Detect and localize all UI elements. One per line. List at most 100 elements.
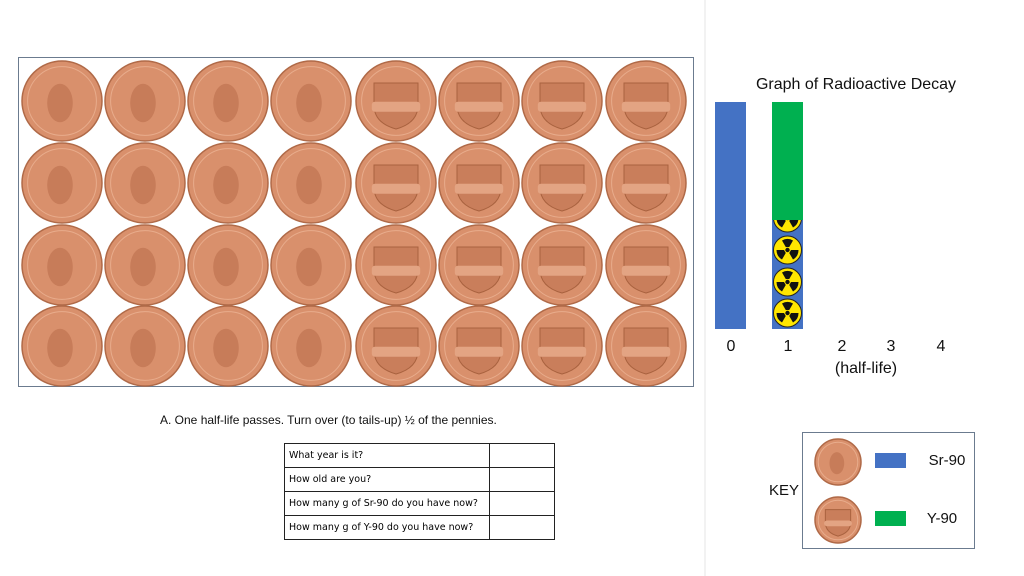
question: How many g of Sr-90 do you have now? [284,491,490,516]
question: How many g of Y-90 do you have now? [284,515,490,540]
lincoln-profile [130,83,156,123]
lincoln-profile [296,83,322,123]
penny-rim [276,148,346,218]
key-swatch [875,453,906,468]
penny-rim [276,66,346,136]
penny-rim [27,66,97,136]
radiation-symbols [773,220,802,328]
x-label: 0 [727,338,736,355]
answer-cell[interactable] [489,443,555,468]
table-row: How many g of Sr-90 do you have now? [284,491,555,516]
lincoln-profile [296,165,322,205]
banner [621,346,671,357]
lincoln-profile [296,328,322,368]
penny-rim [193,66,263,136]
penny-rim [444,66,514,136]
banner [371,183,421,194]
table-row: How old are you? [284,467,555,492]
banner [537,101,587,112]
key-swatch [875,511,906,526]
answer-cell[interactable] [489,467,555,492]
x-label: 2 [838,338,847,355]
key-label: Sr-90 [929,452,966,469]
trefoil-blade [789,250,799,260]
instruction: A. One half-life passes. Turn over (to t… [160,413,497,427]
trefoil-blade [789,313,799,323]
penny-rim [193,311,263,381]
penny-rim [527,66,597,136]
lincoln-profile [47,83,73,123]
table-row: How many g of Y-90 do you have now? [284,515,555,540]
lincoln-profile [47,328,73,368]
penny-rim [611,230,681,300]
x-axis-label: (half-life) [835,360,897,377]
penny-rim [611,311,681,381]
penny-rim [276,230,346,300]
trefoil-blade [776,220,786,228]
penny-rim [444,148,514,218]
x-label: 4 [937,338,946,355]
penny-rim [110,148,180,218]
lincoln-profile [130,165,156,205]
penny-rim [361,311,431,381]
lincoln-profile [47,165,73,205]
key-label: Y-90 [927,510,957,527]
lincoln-profile [47,247,73,287]
penny-rim [27,311,97,381]
banner [621,183,671,194]
lincoln-profile [130,328,156,368]
banner [454,101,504,112]
penny-grid [21,60,687,387]
penny-rim [361,66,431,136]
banner [621,265,671,276]
penny-rim [444,311,514,381]
lincoln-profile [130,247,156,287]
answer-cell[interactable] [489,491,555,516]
lincoln-profile [213,247,239,287]
key-title: KEY [769,482,799,499]
penny-rim [527,230,597,300]
penny-rim [110,66,180,136]
trefoil-blade [776,250,786,260]
penny-rim [611,66,681,136]
penny-rim [27,148,97,218]
radiation-group [773,220,802,328]
penny-rim [361,230,431,300]
penny-rim [444,230,514,300]
banner [824,520,852,527]
penny-rim [817,441,859,483]
penny-rim [110,311,180,381]
banner [371,346,421,357]
penny-rim [527,311,597,381]
banner [454,265,504,276]
trefoil-blade [782,302,793,310]
question: What year is it? [284,443,490,468]
sr90-bar [715,102,746,329]
lincoln-profile [213,328,239,368]
trefoil-blade [789,220,799,228]
banner [621,101,671,112]
trefoil-center [786,220,789,221]
graph-title: Graph of Radioactive Decay [756,76,956,93]
trefoil-blade [776,313,786,323]
y90-bar [772,102,803,220]
banner [537,183,587,194]
answer-cell[interactable] [489,515,555,540]
trefoil-blade [782,239,793,247]
penny-rim [361,148,431,218]
penny-rim [817,499,859,541]
banner [454,183,504,194]
penny-rim [110,230,180,300]
banner [537,346,587,357]
penny-rim [27,230,97,300]
x-labels: 0 1 2 3 4 [727,338,946,355]
lincoln-profile [213,165,239,205]
banner [454,346,504,357]
table-row: What year is it? [284,443,555,468]
penny-rim [276,311,346,381]
trefoil-center [785,247,790,253]
x-label: 1 [784,338,793,355]
trefoil-blade [789,282,799,292]
trefoil-blade [776,282,786,292]
